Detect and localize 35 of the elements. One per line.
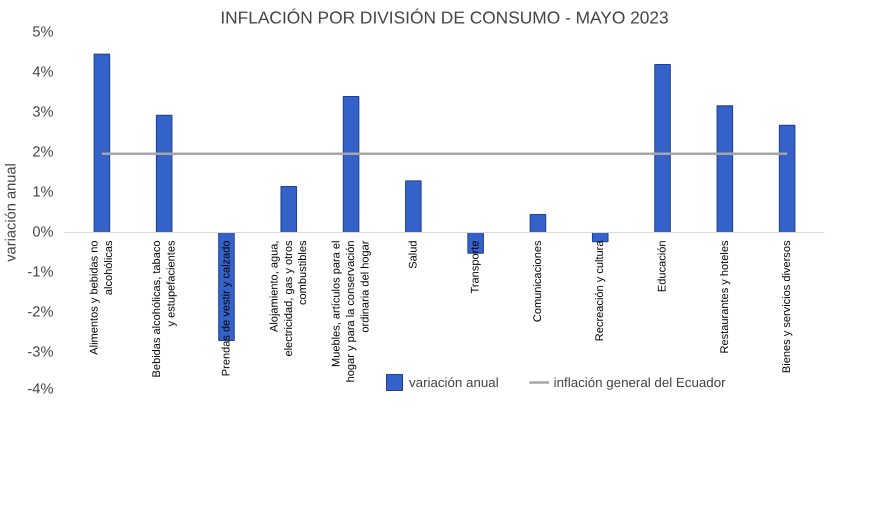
y-tick-label: -4% <box>27 382 54 398</box>
x-tick-label: Comunicaciones <box>532 240 544 322</box>
bar <box>94 54 110 233</box>
x-tick-label: Educación <box>656 240 669 292</box>
x-tick-label: Alimentos y bebidas no alcohólicas <box>88 240 116 355</box>
bar <box>530 214 546 233</box>
y-axis-title: variación anual <box>3 163 20 262</box>
x-tick-label: Alojamiento, agua, electricidad, gas y otros combustibles <box>268 240 310 357</box>
y-tick-label: 1% <box>32 184 54 200</box>
y-tick-label: -2% <box>27 304 54 320</box>
x-tick-label: Salud <box>407 240 420 269</box>
x-tick-label: Transporte <box>470 240 482 294</box>
x-tick-label: Prendas de vestir y calzado <box>220 240 232 376</box>
x-tick-label: Bienes y servicios diversos <box>781 240 794 374</box>
x-tick-label: Bebidas alcohólicas, tabaco y estupefacientes <box>150 240 178 378</box>
y-tick-label: 0% <box>32 224 54 240</box>
x-tick-label: Muebles, artículos para el hogar y para la conservación ordinaria del hogar <box>330 240 372 382</box>
y-tick-label: 3% <box>32 104 54 120</box>
bar <box>716 105 734 233</box>
y-tick-label: -3% <box>27 344 54 360</box>
x-tick-label: Recreación y cultura <box>594 240 606 342</box>
y-tick-label: 2% <box>32 144 54 160</box>
y-tick-label: 5% <box>32 24 54 40</box>
bar <box>778 124 796 233</box>
legend-label: variación anual <box>409 374 499 390</box>
bar <box>156 114 172 233</box>
bar <box>654 64 671 233</box>
x-tick-label: Restaurantes y hoteles <box>718 240 731 354</box>
y-tick-label: -1% <box>27 264 54 280</box>
chart-title: INFLACIÓN POR DIVISIÓN DE CONSUMO - MAYO 2023 <box>220 8 669 28</box>
bar <box>280 186 298 233</box>
bar <box>405 180 422 233</box>
legend-label: inflación general del Ecuador <box>554 374 726 390</box>
y-tick-label: 4% <box>32 64 54 80</box>
bar <box>342 96 360 233</box>
